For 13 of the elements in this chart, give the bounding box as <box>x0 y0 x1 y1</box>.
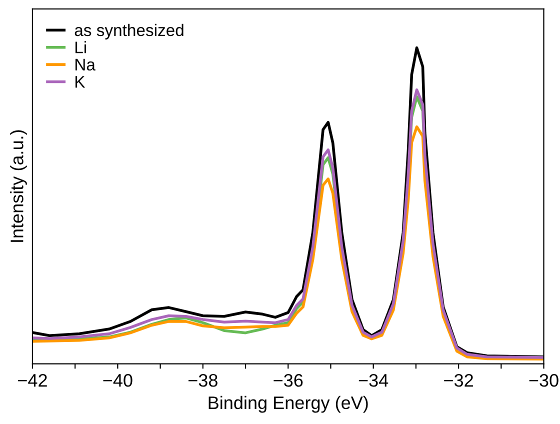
legend-label: as synthesized <box>74 24 184 40</box>
y-axis-title: Intensity (a.u.) <box>10 130 27 242</box>
x-tick-label: −34 <box>358 374 388 387</box>
x-tick-label: −42 <box>18 374 47 387</box>
x-tick-label: −32 <box>444 374 473 387</box>
x-tick-label: −36 <box>274 374 303 387</box>
x-tick-label: −30 <box>529 374 558 387</box>
x-tick-label: −38 <box>188 374 218 387</box>
legend-label: Li <box>76 41 86 54</box>
legend-label: Na <box>76 58 96 71</box>
x-tick-label: −40 <box>103 374 132 387</box>
legend-label: K <box>76 76 86 88</box>
x-axis-title: Binding Energy (eV) <box>208 396 368 413</box>
